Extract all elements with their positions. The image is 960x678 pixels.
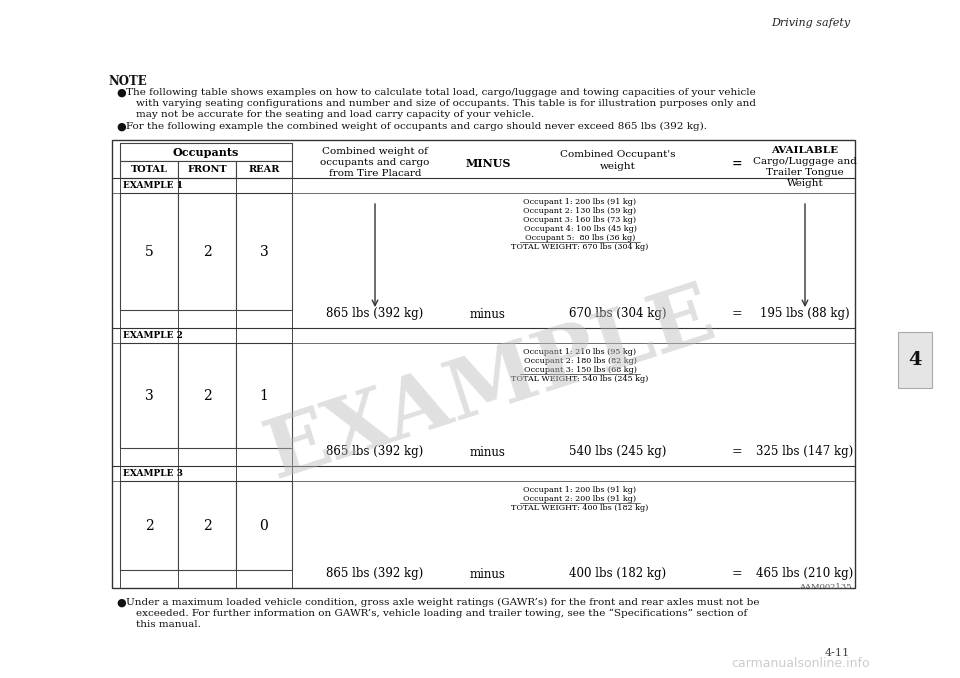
Text: The following table shows examples on how to calculate total load, cargo/luggage: The following table shows examples on ho… xyxy=(126,88,756,97)
Text: 465 lbs (210 kg): 465 lbs (210 kg) xyxy=(756,567,853,580)
Text: minus: minus xyxy=(470,567,506,580)
Text: 3: 3 xyxy=(259,245,269,258)
Text: EXAMPLE 3: EXAMPLE 3 xyxy=(123,469,183,478)
Text: REAR: REAR xyxy=(249,165,279,174)
Text: Occupant 3: 160 lbs (73 kg): Occupant 3: 160 lbs (73 kg) xyxy=(523,216,636,224)
Text: Occupant 2: 130 lbs (59 kg): Occupant 2: 130 lbs (59 kg) xyxy=(523,207,636,215)
Text: 325 lbs (147 kg): 325 lbs (147 kg) xyxy=(756,445,853,458)
Text: ●: ● xyxy=(116,598,126,608)
Text: minus: minus xyxy=(470,308,506,321)
Text: TOTAL WEIGHT: 540 lbs (245 kg): TOTAL WEIGHT: 540 lbs (245 kg) xyxy=(512,375,649,383)
Text: Occupant 2: 200 lbs (91 kg): Occupant 2: 200 lbs (91 kg) xyxy=(523,495,636,503)
Text: from Tire Placard: from Tire Placard xyxy=(328,169,421,178)
Text: =: = xyxy=(732,445,742,458)
Bar xyxy=(236,193,292,310)
Text: =: = xyxy=(732,158,742,171)
Text: 540 lbs (245 kg): 540 lbs (245 kg) xyxy=(569,445,666,458)
Text: 865 lbs (392 kg): 865 lbs (392 kg) xyxy=(326,567,423,580)
Text: AAM002135: AAM002135 xyxy=(800,583,852,591)
Text: Under a maximum loaded vehicle condition, gross axle weight ratings (GAWR’s) for: Under a maximum loaded vehicle condition… xyxy=(126,598,759,607)
Text: NOTE: NOTE xyxy=(108,75,147,88)
Bar xyxy=(178,161,236,178)
Text: 4: 4 xyxy=(908,351,922,369)
Bar xyxy=(236,343,292,448)
Text: EXAMPLE 1: EXAMPLE 1 xyxy=(123,181,183,190)
Text: 865 lbs (392 kg): 865 lbs (392 kg) xyxy=(326,308,423,321)
Text: Combined Occupant's: Combined Occupant's xyxy=(561,150,676,159)
Text: MINUS: MINUS xyxy=(466,158,511,169)
Text: 2: 2 xyxy=(203,245,211,258)
Text: For the following example the combined weight of occupants and cargo should neve: For the following example the combined w… xyxy=(126,122,707,131)
Text: weight: weight xyxy=(600,162,636,171)
Text: Driving safety: Driving safety xyxy=(771,18,850,28)
Text: exceeded. For further information on GAWR’s, vehicle loading and trailer towing,: exceeded. For further information on GAW… xyxy=(136,609,747,618)
Text: ●: ● xyxy=(116,122,126,132)
Bar xyxy=(236,481,292,570)
Text: TOTAL: TOTAL xyxy=(131,165,167,174)
Text: 195 lbs (88 kg): 195 lbs (88 kg) xyxy=(760,308,850,321)
Text: with varying seating configurations and number and size of occupants. This table: with varying seating configurations and … xyxy=(136,99,756,108)
Text: 2: 2 xyxy=(145,519,154,532)
Text: minus: minus xyxy=(470,445,506,458)
Text: Occupant 1: 200 lbs (91 kg): Occupant 1: 200 lbs (91 kg) xyxy=(523,198,636,206)
Text: TOTAL WEIGHT: 670 lbs (304 kg): TOTAL WEIGHT: 670 lbs (304 kg) xyxy=(512,243,649,251)
Bar xyxy=(120,161,178,178)
Text: Weight: Weight xyxy=(786,179,824,188)
Text: EXAMPLE: EXAMPLE xyxy=(255,275,725,495)
Bar xyxy=(120,143,292,161)
Text: ●: ● xyxy=(116,88,126,98)
Text: Occupant 5:  80 lbs (36 kg): Occupant 5: 80 lbs (36 kg) xyxy=(525,234,636,242)
Text: 1: 1 xyxy=(259,388,269,403)
Bar xyxy=(120,193,178,310)
Text: Occupant 4: 100 lbs (45 kg): Occupant 4: 100 lbs (45 kg) xyxy=(523,225,636,233)
Text: Cargo/Luggage and: Cargo/Luggage and xyxy=(753,157,857,166)
Text: this manual.: this manual. xyxy=(136,620,201,629)
Bar xyxy=(178,343,236,448)
Text: 4-11: 4-11 xyxy=(825,648,850,658)
Bar xyxy=(898,332,932,388)
Bar xyxy=(178,193,236,310)
Text: Combined weight of: Combined weight of xyxy=(322,147,428,156)
Text: =: = xyxy=(732,308,742,321)
Text: 3: 3 xyxy=(145,388,154,403)
Text: TOTAL WEIGHT: 400 lbs (182 kg): TOTAL WEIGHT: 400 lbs (182 kg) xyxy=(512,504,649,512)
Text: Occupant 2: 180 lbs (82 kg): Occupant 2: 180 lbs (82 kg) xyxy=(523,357,636,365)
Bar xyxy=(112,140,855,588)
Text: Trailer Tongue: Trailer Tongue xyxy=(766,168,844,177)
Text: may not be accurate for the seating and load carry capacity of your vehicle.: may not be accurate for the seating and … xyxy=(136,110,535,119)
Text: Occupant 1: 200 lbs (91 kg): Occupant 1: 200 lbs (91 kg) xyxy=(523,486,636,494)
Text: Occupants: Occupants xyxy=(173,146,239,157)
Bar xyxy=(178,481,236,570)
Bar xyxy=(120,343,178,448)
Text: AVAILABLE: AVAILABLE xyxy=(772,146,839,155)
Text: Occupant 1: 210 lbs (95 kg): Occupant 1: 210 lbs (95 kg) xyxy=(523,348,636,356)
Text: 2: 2 xyxy=(203,388,211,403)
Text: 0: 0 xyxy=(259,519,269,532)
Text: =: = xyxy=(732,567,742,580)
Text: 2: 2 xyxy=(203,519,211,532)
Text: 670 lbs (304 kg): 670 lbs (304 kg) xyxy=(569,308,667,321)
Text: EXAMPLE 2: EXAMPLE 2 xyxy=(123,331,182,340)
Text: carmanualsonline.info: carmanualsonline.info xyxy=(732,657,870,670)
Text: FRONT: FRONT xyxy=(187,165,227,174)
Text: 865 lbs (392 kg): 865 lbs (392 kg) xyxy=(326,445,423,458)
Text: Occupant 3: 150 lbs (68 kg): Occupant 3: 150 lbs (68 kg) xyxy=(523,366,636,374)
Text: occupants and cargo: occupants and cargo xyxy=(321,158,430,167)
Bar xyxy=(120,481,178,570)
Bar xyxy=(236,161,292,178)
Text: 5: 5 xyxy=(145,245,154,258)
Text: 400 lbs (182 kg): 400 lbs (182 kg) xyxy=(569,567,666,580)
